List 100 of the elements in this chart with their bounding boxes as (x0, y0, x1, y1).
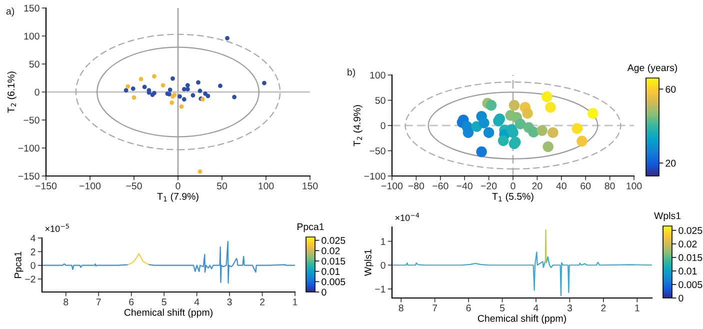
y-tick-label: 0 (34, 88, 40, 96)
point (522, 108, 533, 119)
point (225, 36, 230, 40)
chart-title: a) (6, 7, 14, 17)
x-tick-label: −60 (432, 182, 448, 190)
x-tick-label: −150 (36, 182, 57, 190)
y-tick-label: 1 (381, 238, 386, 245)
x-tick-label: 8 (398, 304, 404, 312)
x-tick-label: −20 (481, 182, 497, 190)
point (124, 88, 128, 93)
line-series (392, 251, 652, 296)
color-bar-title: Wpls1 (654, 212, 681, 222)
point (170, 76, 175, 81)
y-tick-label: 4 (30, 234, 36, 242)
point (262, 80, 266, 86)
color-bar-label: 0.01 (322, 268, 340, 275)
color-bar-label: 0.025 (678, 227, 702, 234)
point (542, 141, 554, 152)
y-tick-label: −100 (18, 144, 40, 152)
point (190, 93, 196, 98)
x-tick-label: 5 (500, 304, 505, 312)
point (152, 74, 156, 79)
point (478, 118, 490, 128)
y-tick-label: 50 (375, 96, 386, 104)
color-bar-label: 0.005 (322, 278, 346, 286)
point (130, 86, 136, 91)
x-tick-label: 7 (96, 298, 101, 306)
point (572, 123, 583, 134)
color-bar-label: 0 (322, 288, 326, 296)
y-axis-title: Ppca1 (14, 252, 24, 278)
text: ×10$^{−4}$ (395, 212, 420, 221)
point (576, 136, 588, 147)
point (587, 108, 598, 119)
point (198, 88, 202, 94)
x-tick-label: 2 (260, 298, 264, 306)
x-tick-label: 0 (510, 182, 516, 190)
point (170, 100, 174, 105)
x-tick-label: −80 (408, 182, 424, 190)
point (545, 102, 556, 113)
x-tick-label: 100 (626, 182, 642, 190)
point (232, 94, 237, 100)
x-tick-label: 80 (604, 182, 615, 190)
text: ×10$^{−5}$ (45, 224, 69, 232)
point (126, 84, 130, 89)
x-tick-label: 100 (258, 182, 274, 190)
point (508, 100, 520, 111)
y-tick-label: −2 (25, 276, 36, 283)
color-bar-label: 60 (666, 86, 676, 93)
x-axis-title: T$_{1}$ (5.5%) (492, 192, 534, 202)
color-bar-label: 0.015 (322, 258, 346, 265)
point (542, 91, 552, 102)
point (168, 88, 172, 92)
point (462, 127, 474, 138)
point (132, 95, 136, 100)
x-tick-label: 40 (556, 182, 566, 190)
point (198, 169, 202, 174)
point (206, 94, 210, 98)
point (498, 135, 509, 146)
y-tick-label: 0 (380, 122, 386, 130)
y-tick-label: −150 (18, 172, 40, 180)
x-tick-label: −100 (80, 182, 101, 190)
y-tick-label: −1 (375, 286, 386, 292)
x-tick-label: 3 (227, 298, 232, 306)
color-bar-title: Ppca1 (298, 223, 324, 232)
point (138, 76, 144, 82)
color-bar-label: 0.005 (678, 281, 702, 288)
x-tick-label: −40 (456, 182, 472, 190)
x-axis-title: Chemical shift (ppm) (478, 314, 566, 324)
y-tick-label: 0 (30, 262, 36, 269)
y-tick-label: −100 (364, 172, 386, 180)
point (536, 125, 548, 136)
point (185, 83, 190, 88)
x-axis-title: T$_{1}$ (7.9%) (157, 192, 198, 202)
line-series (128, 253, 150, 266)
y-tick-label: 0 (380, 262, 386, 269)
point (548, 127, 558, 138)
color-bar-label: 0.02 (678, 240, 697, 248)
point (182, 97, 186, 102)
x-axis-title: Chemical shift (ppm) (124, 308, 212, 318)
point (178, 94, 182, 99)
x-tick-label: 20 (532, 182, 542, 190)
point (179, 104, 184, 109)
color-bar-label: 20 (666, 160, 676, 167)
y-tick-label: −50 (370, 147, 386, 154)
x-tick-label: 6 (129, 298, 134, 306)
x-tick-label: 1 (293, 298, 298, 306)
y-axis-title: T$_{2}$ (6.1%) (7, 72, 16, 113)
x-tick-label: 150 (302, 182, 318, 190)
x-tick-label: 4 (194, 298, 200, 306)
x-tick-label: 6 (466, 304, 471, 312)
x-tick-label: 50 (216, 182, 228, 190)
point (483, 127, 494, 138)
y-tick-label: 150 (24, 4, 40, 12)
y-tick-label: 100 (24, 32, 40, 40)
color-bar-title: Age (years) (627, 64, 678, 74)
x-tick-label: 1 (635, 304, 640, 312)
color-bar-label: 0.015 (678, 254, 702, 262)
x-tick-label: 2 (601, 304, 606, 312)
x-tick-label: 5 (162, 298, 166, 306)
point (160, 83, 166, 88)
